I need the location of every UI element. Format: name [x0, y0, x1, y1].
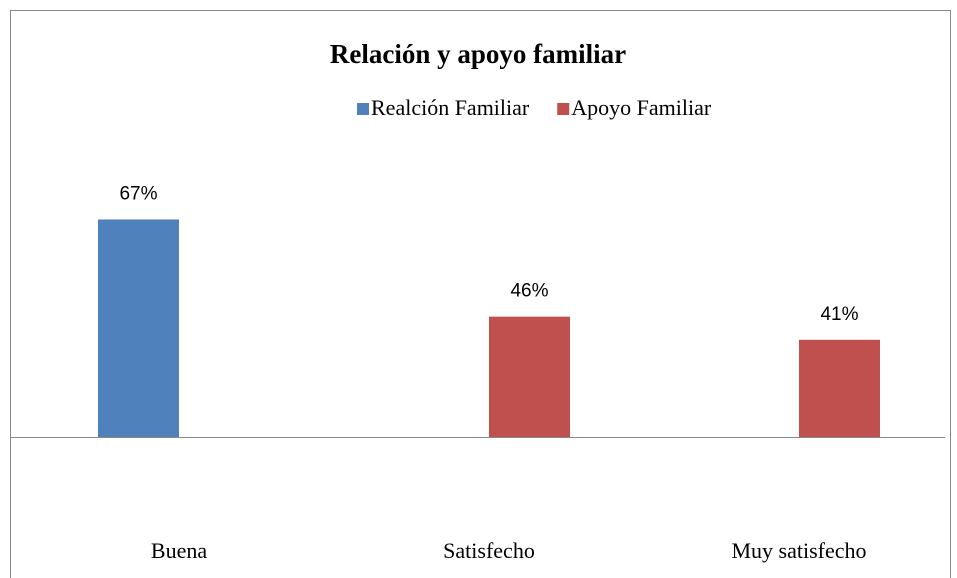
legend-swatch	[557, 103, 570, 115]
data-label: 46%	[510, 281, 548, 302]
legend-label: Apoyo Familiar	[571, 95, 712, 120]
x-tick-label: Muy satisfecho	[731, 538, 866, 563]
bar	[98, 219, 179, 437]
data-label: 67%	[119, 183, 157, 204]
chart-title: Relación y apoyo familiar	[330, 39, 626, 69]
legend-swatch	[357, 103, 369, 115]
legend-label: Realción Familiar	[371, 95, 530, 120]
x-tick-label: Buena	[151, 538, 207, 563]
bar	[489, 316, 570, 437]
data-label: 41%	[820, 304, 858, 325]
bar	[799, 339, 880, 437]
x-tick-label: Satisfecho	[443, 538, 535, 563]
